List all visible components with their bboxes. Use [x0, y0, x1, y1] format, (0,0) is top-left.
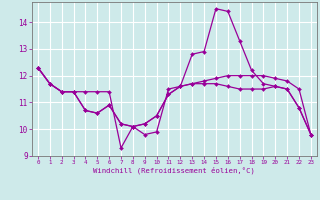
- X-axis label: Windchill (Refroidissement éolien,°C): Windchill (Refroidissement éolien,°C): [93, 167, 255, 174]
